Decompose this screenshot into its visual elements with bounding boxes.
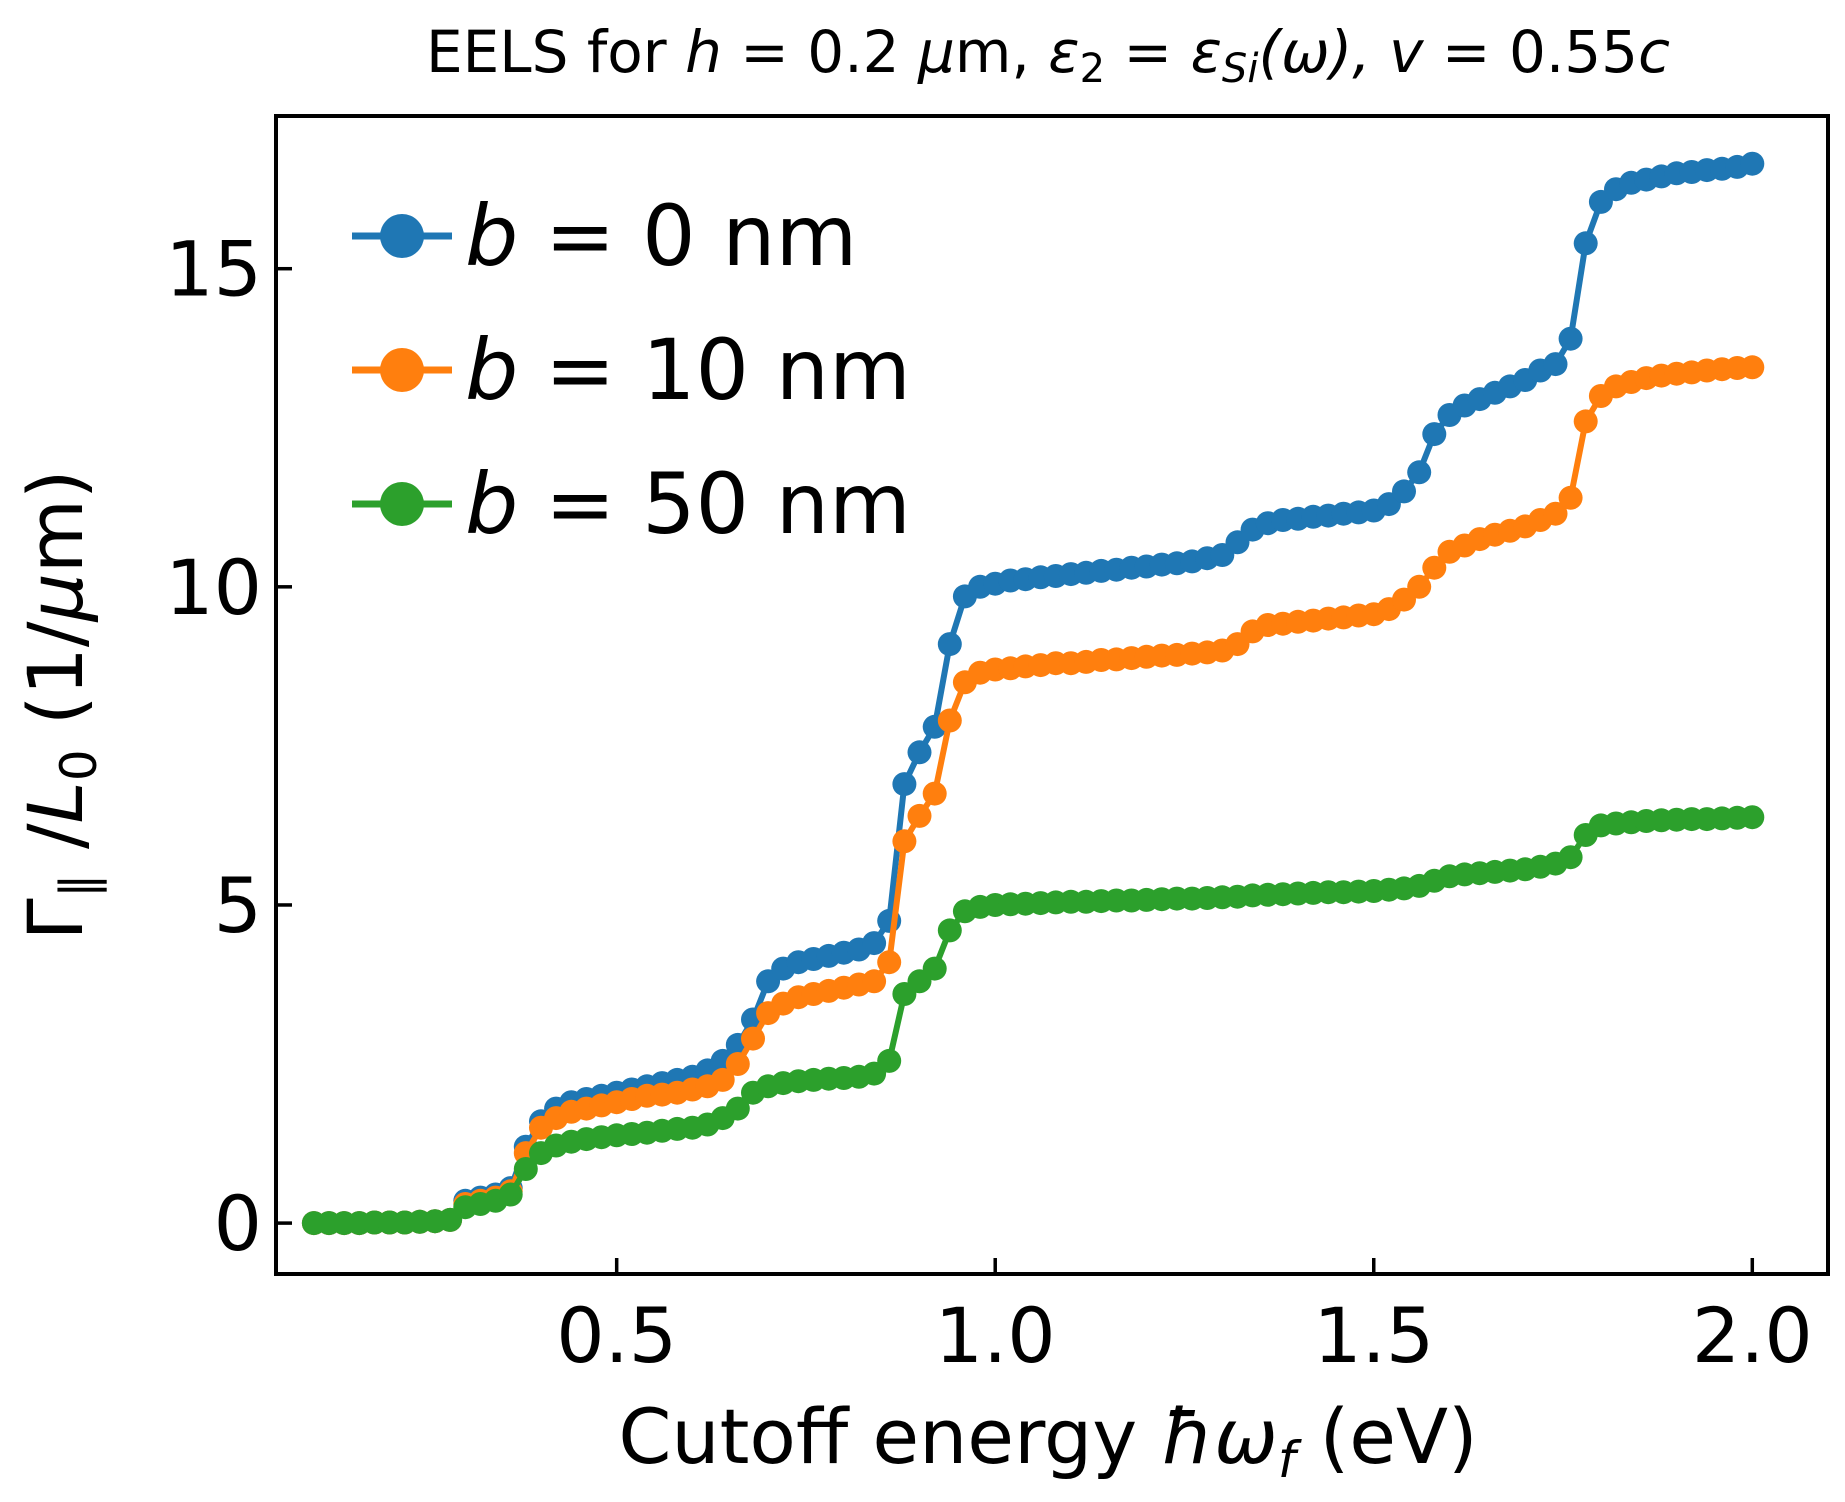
data-point-1-84 [1573,409,1598,434]
data-point-0-73 [1407,460,1432,485]
data-point-0-42 [937,632,962,657]
data-point-1-40 [907,803,932,828]
x-axis-label: Cutoff energy ħωf (eV) [618,1392,1477,1489]
data-point-1-73 [1407,574,1432,599]
data-point-2-83 [1558,845,1583,870]
y-tick-label-0: 0 [214,1179,262,1268]
legend-label-b50: b = 50 nm [465,455,911,553]
data-point-0-39 [892,772,917,797]
data-point-1-82 [1543,501,1568,526]
data-point-0-83 [1558,326,1583,351]
data-point-2-41 [922,956,947,981]
data-point-2-13 [498,1182,523,1207]
data-point-2-38 [877,1048,902,1073]
plot-area [301,151,1765,1236]
data-point-1-27 [710,1067,735,1092]
x-tick-label-0: 0.5 [556,1291,677,1380]
data-point-1-83 [1558,485,1583,510]
data-point-2-14 [513,1157,538,1181]
data-point-0-74 [1422,422,1447,447]
x-tick-label-1: 1.0 [935,1291,1056,1380]
data-point-0-37 [862,931,887,956]
chart-title: EELS for h = 0.2 μm, ε2 = εSi(ω), v = 0.… [426,18,1670,92]
data-point-0-82 [1543,352,1568,377]
data-point-1-74 [1422,555,1447,580]
data-point-1-37 [862,969,887,994]
data-point-1-39 [892,829,917,854]
legend-entry-b50: b = 50 nm [352,455,911,553]
series-0 [301,151,1765,1236]
data-point-0-72 [1392,479,1416,504]
plot-frame [274,114,1830,1276]
legend-marker-b10 [380,348,424,392]
legend: b = 0 nm b = 10 nm b = 50 nm [352,187,911,553]
x-tick-label-2: 1.5 [1313,1291,1434,1380]
legend-marker-b50 [380,482,424,526]
y-axis-label: Γ∥ /L0 (1/μm) [11,469,108,940]
data-point-0-40 [907,740,932,765]
data-point-1-42 [937,708,962,733]
legend-label-b10: b = 10 nm [465,321,911,419]
data-point-1-95 [1740,355,1765,380]
y-tick-label-1: 5 [214,861,262,950]
legend-marker-b0 [380,214,424,258]
axes: 0.5 1.0 1.5 2.0 0 5 10 15 [165,114,1830,1380]
data-point-0-84 [1573,231,1598,256]
data-point-1-38 [877,950,902,975]
data-point-1-41 [922,781,947,806]
legend-entry-b0: b = 0 nm [352,187,857,285]
legend-label-b0: b = 0 nm [465,187,857,285]
data-point-2-28 [725,1096,750,1121]
x-tick-label-3: 2.0 [1692,1291,1813,1380]
y-tick-label-2: 10 [165,543,262,632]
data-point-2-42 [937,918,962,943]
legend-entry-b10: b = 10 nm [352,321,911,419]
series-2 [301,805,1765,1236]
data-point-1-29 [741,1026,765,1051]
data-point-0-95 [1740,151,1765,176]
data-point-1-28 [725,1052,750,1076]
y-tick-label-3: 15 [165,225,262,314]
data-point-2-95 [1740,805,1765,830]
